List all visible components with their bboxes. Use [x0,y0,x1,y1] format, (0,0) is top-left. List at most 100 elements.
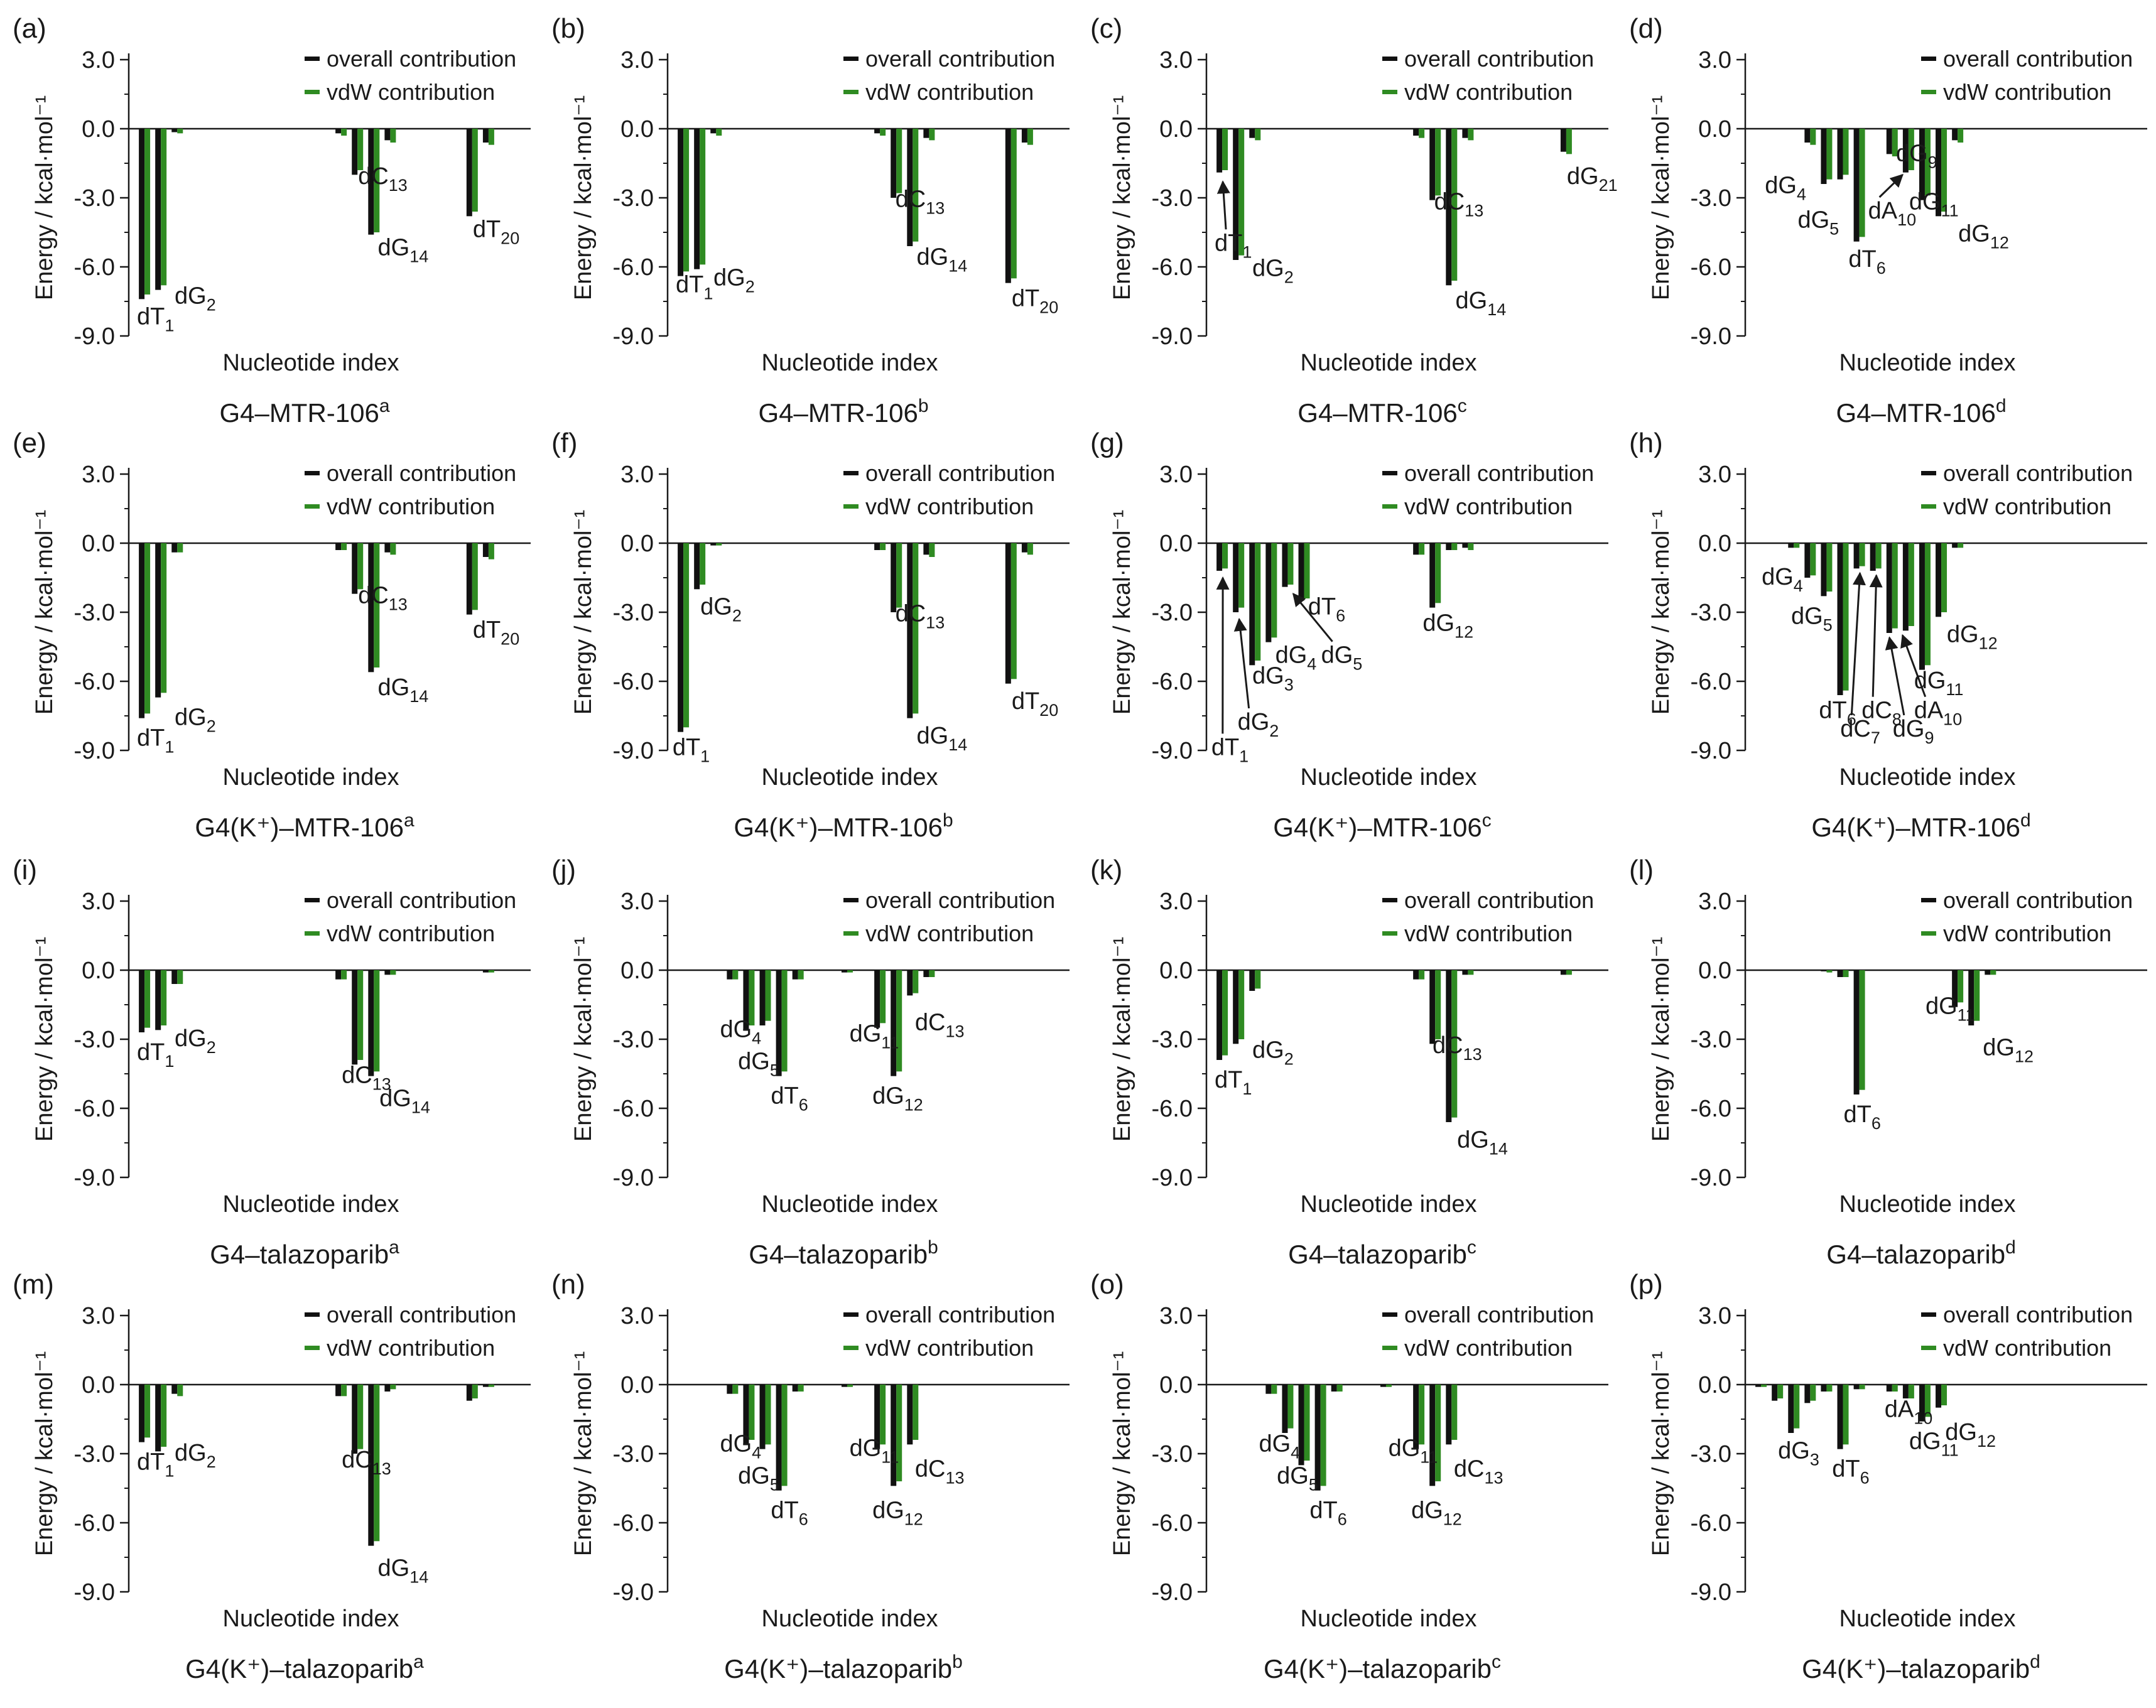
residue-index: 14 [409,1567,428,1586]
bar-overall [139,1385,145,1442]
bar-overall [1298,543,1304,601]
bar-overall [907,970,913,996]
residue-label: dG3 [1252,663,1294,695]
x-axis-label: Nucleotide index [1301,1606,1477,1632]
bar-overall [923,129,929,138]
legend-overall-label: overall contribution [1404,46,1594,72]
bar-overall [678,129,684,276]
residue-label: dG12 [1983,1035,2034,1066]
residue-label: dT6 [1819,698,1856,729]
residue-index: 11 [1941,1441,1959,1460]
residue-label: dG2 [1238,709,1279,740]
bar-overall [1870,543,1876,571]
residue-name: dG [1896,140,1928,166]
residue-label: dG2 [713,264,755,296]
bar-overall [352,129,358,175]
bar-overall [1298,1385,1304,1466]
bar-overall [1216,543,1223,571]
bar-vdw [488,1385,494,1387]
residue-index: 10 [1914,1408,1932,1427]
residue-name: dG [700,594,732,620]
panel-caption: G4(K⁺)–talazoparibb [724,1651,963,1684]
residue-name: dC [896,601,926,627]
y-tick-label: -3.0 [1691,185,1731,212]
residue-name: dG [1914,668,1946,694]
bar-overall [1804,543,1811,578]
legend-swatch-overall [1382,471,1397,475]
residue-name: dG [720,1016,752,1042]
residue-name: dC [1840,716,1871,742]
y-tick-label: -9.0 [1691,738,1731,764]
bar-vdw [880,970,886,1024]
bar-overall [1952,970,1958,1007]
bar-vdw [1924,129,1931,196]
legend-swatch-vdw [1382,931,1397,936]
panel-letter: (p) [1629,1269,1663,1300]
legend-swatch-vdw [305,931,320,936]
residue-index: 13 [926,613,945,632]
residue-index: 13 [372,1459,391,1478]
residue-label: dG11 [1914,668,1964,699]
residue-index: 21 [1599,176,1618,195]
residue-index: 4 [1307,655,1316,674]
residue-index: 5 [770,1061,779,1080]
residue-index: 2 [745,277,755,296]
legend-swatch-vdw [305,504,320,509]
bar-vdw [732,1385,739,1394]
y-axis-title: Energy / kcal·mol⁻¹ [1648,95,1674,300]
y-tick-label: -9.0 [1152,1579,1193,1606]
y-tick-label: -3.0 [1152,1027,1193,1053]
residue-label: dT20 [473,216,519,247]
bar-overall [335,1385,342,1397]
bar-vdw [1826,543,1833,592]
residue-name: dC [1861,698,1892,724]
residue-index: 14 [948,256,967,275]
residue-label: dC13 [342,1062,391,1094]
residue-name: dG [1909,1429,1941,1455]
residue-name: dT [1309,1498,1337,1524]
y-tick-label: -6.0 [613,254,654,281]
residue-label: dT6 [1844,1101,1881,1133]
bar-overall [1429,1385,1436,1486]
panel-caption: G4(K⁺)–MTR-106b [734,810,953,842]
legend-swatch-vdw [1382,504,1397,509]
y-tick-label: 0.0 [82,116,115,143]
residue-name: dG [738,1463,770,1489]
legend-vdw-label: vdW contribution [865,1335,1034,1361]
bar-vdw [390,543,396,555]
panel-letter: (b) [551,13,585,44]
bar-vdw [1924,1385,1931,1417]
y-axis-title: Energy / kcal·mol⁻¹ [570,937,597,1142]
residue-label: dT6 [1848,246,1885,278]
annotation-arrow [1885,636,1905,716]
bar-vdw [472,543,478,610]
residue-index: 20 [1039,298,1058,316]
bar-overall [907,1385,913,1445]
y-axis-title: Energy / kcal·mol⁻¹ [1648,937,1674,1142]
residue-name: dG [175,283,207,310]
residue-index: 5 [1309,1476,1318,1494]
bar-overall [1821,970,1827,971]
legend-swatch-overall [843,471,859,475]
y-tick-label: -9.0 [74,1165,115,1191]
residue-index: 14 [1489,1139,1508,1158]
residue-label: dG12 [872,1498,923,1529]
residue-index: 2 [732,607,742,625]
bar-vdw [913,970,919,993]
residue-index: 10 [1943,710,1962,729]
caption-superscript: a [413,1651,424,1672]
y-axis-title: Energy / kcal·mol⁻¹ [1109,937,1135,1142]
y-tick-label: -9.0 [74,738,115,764]
legend-swatch-vdw [1382,1346,1397,1350]
chart-panel: (l) 3.0 0.0 -3.0 -6.0 -9.0 Energy / kcal·mol⁻¹… [1629,855,2147,1269]
y-axis-title: Energy / kcal·mol⁻¹ [1109,95,1135,300]
annotation-arrow [1900,634,1927,698]
bar-vdw [1287,543,1294,585]
residue-label: dG4 [1276,642,1317,674]
legend-swatch-overall [1921,57,1936,61]
caption-title: G4–MTR-106 [1836,398,1995,428]
chart-panel: (f) 3.0 0.0 -3.0 -6.0 -9.0 Energy / kcal·mol⁻¹… [551,428,1070,842]
residue-label: dT1 [1215,1067,1252,1098]
bar-overall [710,129,717,134]
bar-vdw [683,543,690,728]
